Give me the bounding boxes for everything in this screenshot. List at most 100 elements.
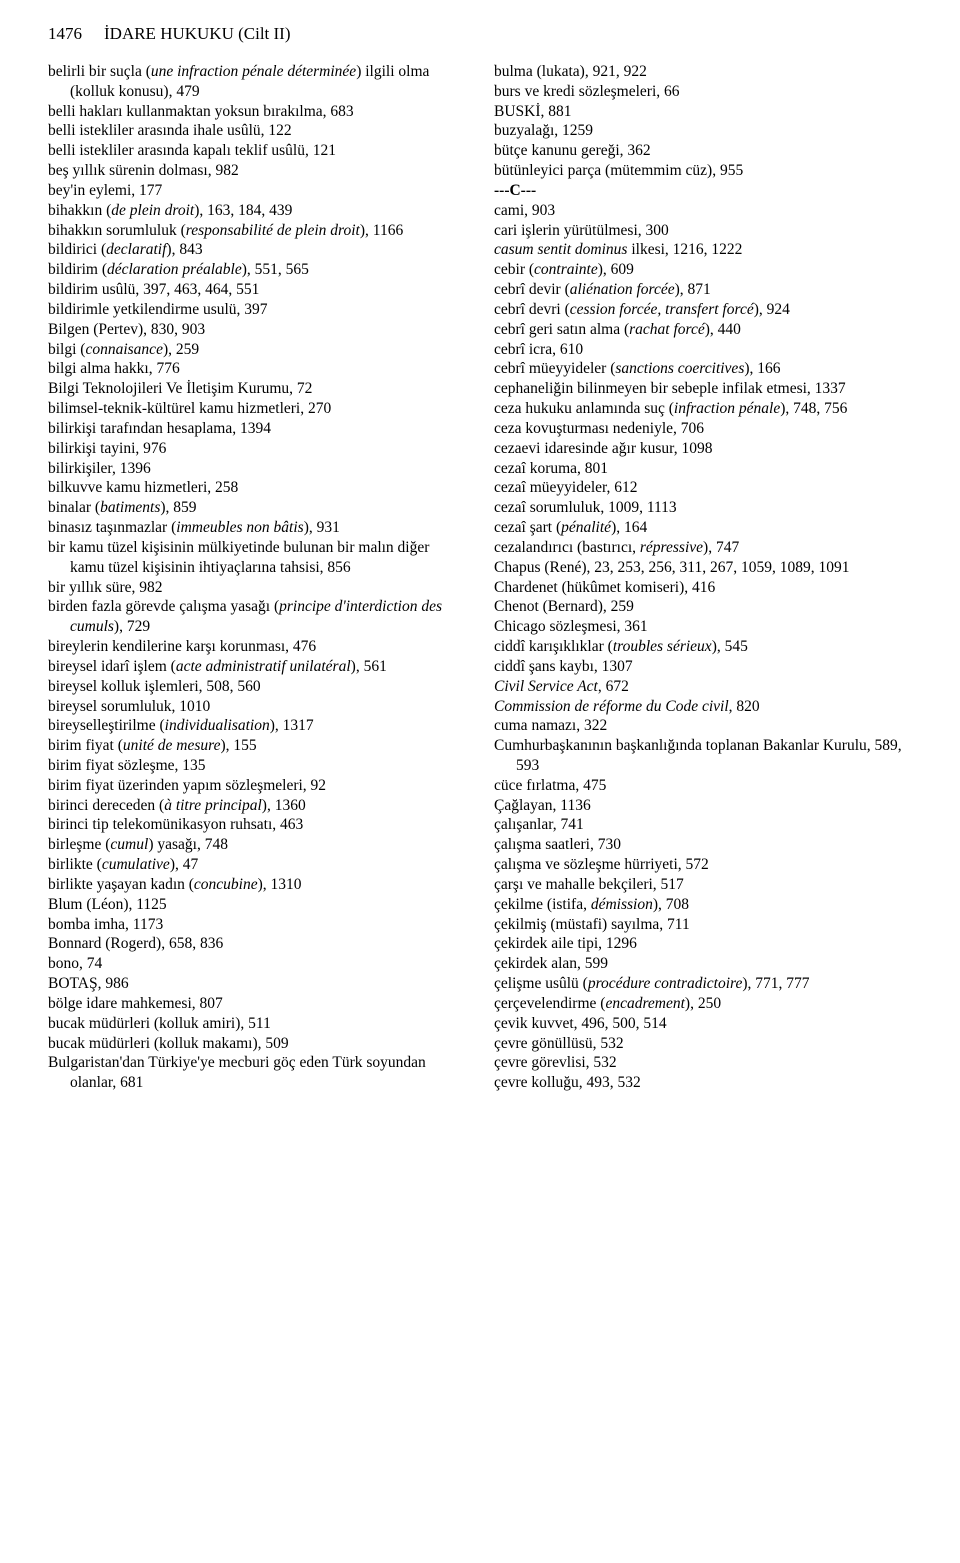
index-entry: bihakkın (de plein droit), 163, 184, 439 (48, 201, 466, 221)
index-entry: çevik kuvvet, 496, 500, 514 (494, 1014, 912, 1034)
left-column: belirli bir suçla (une infraction pénale… (48, 62, 466, 1093)
index-entry: Commission de réforme du Code civil, 820 (494, 697, 912, 717)
index-entry: burs ve kredi sözleşmeleri, 66 (494, 82, 912, 102)
index-entry: binasız taşınmazlar (immeubles non bâtis… (48, 518, 466, 538)
index-entry: Bulgaristan'dan Türkiye'ye mecburi göç e… (48, 1053, 466, 1093)
index-entry: bütçe kanunu gereği, 362 (494, 141, 912, 161)
index-entry: cebrî geri satın alma (rachat forcé), 44… (494, 320, 912, 340)
page-title: İDARE HUKUKU (Cilt II) (104, 24, 291, 44)
index-entry: belirli bir suçla (une infraction pénale… (48, 62, 466, 102)
page-number: 1476 (48, 24, 82, 44)
index-entry: cezaî müeyyideler, 612 (494, 478, 912, 498)
index-entry: çarşı ve mahalle bekçileri, 517 (494, 875, 912, 895)
section-heading: ---C--- (494, 181, 912, 201)
index-entry: bucak müdürleri (kolluk makamı), 509 (48, 1034, 466, 1054)
index-entry: bir yıllık süre, 982 (48, 578, 466, 598)
index-entry: Bilgi Teknolojileri Ve İletişim Kurumu, … (48, 379, 466, 399)
index-entry: bucak müdürleri (kolluk amiri), 511 (48, 1014, 466, 1034)
index-entry: cebrî müeyyideler (sanctions coercitives… (494, 359, 912, 379)
index-entry: bireysel kolluk işlemleri, 508, 560 (48, 677, 466, 697)
index-entry: cari işlerin yürütülmesi, 300 (494, 221, 912, 241)
index-entry: bilgi alma hakkı, 776 (48, 359, 466, 379)
index-entry: cebrî icra, 610 (494, 340, 912, 360)
index-entry: birim fiyat üzerinden yapım sözleşmeleri… (48, 776, 466, 796)
index-entry: buzyalağı, 1259 (494, 121, 912, 141)
index-entry: Çağlayan, 1136 (494, 796, 912, 816)
index-entry: cezaî şart (pénalité), 164 (494, 518, 912, 538)
index-entry: çevre görevlisi, 532 (494, 1053, 912, 1073)
index-entry: çekilmiş (müstafi) sayılma, 711 (494, 915, 912, 935)
index-entry: binalar (batiments), 859 (48, 498, 466, 518)
index-entry: Bonnard (Rogerd), 658, 836 (48, 934, 466, 954)
index-entry: çalışanlar, 741 (494, 815, 912, 835)
index-entry: birim fiyat (unité de mesure), 155 (48, 736, 466, 756)
index-entry: bireyselleştirilme (individualisation), … (48, 716, 466, 736)
index-entry: cami, 903 (494, 201, 912, 221)
index-entry: cuma namazı, 322 (494, 716, 912, 736)
index-entry: belli istekliler arasında kapalı teklif … (48, 141, 466, 161)
index-entry: Chenot (Bernard), 259 (494, 597, 912, 617)
index-entry: bono, 74 (48, 954, 466, 974)
index-entry: bey'in eylemi, 177 (48, 181, 466, 201)
page-header: 1476 İDARE HUKUKU (Cilt II) (48, 24, 912, 44)
index-entry: cezalandırıcı (bastırıcı, répressive), 7… (494, 538, 912, 558)
index-entry: ceza kovuşturması nedeniyle, 706 (494, 419, 912, 439)
index-entry: Cumhurbaşkanının başkanlığında toplanan … (494, 736, 912, 776)
index-entry: bildirim (déclaration préalable), 551, 5… (48, 260, 466, 280)
index-entry: bilgi (connaisance), 259 (48, 340, 466, 360)
index-entry: bütünleyici parça (mütemmim cüz), 955 (494, 161, 912, 181)
index-entry: bireylerin kendilerine karşı korunması, … (48, 637, 466, 657)
index-entry: ciddî şans kaybı, 1307 (494, 657, 912, 677)
index-entry: bireysel sorumluluk, 1010 (48, 697, 466, 717)
index-entry: cephaneliğin bilinmeyen bir sebeple infi… (494, 379, 912, 399)
index-entry: birden fazla görevde çalışma yasağı (pri… (48, 597, 466, 637)
index-entry: bildirim usûlü, 397, 463, 464, 551 (48, 280, 466, 300)
index-entry: çalışma saatleri, 730 (494, 835, 912, 855)
index-entry: bilirkişi tayini, 976 (48, 439, 466, 459)
index-entry: ciddî karışıklıklar (troubles sérieux), … (494, 637, 912, 657)
index-entry: cebir (contrainte), 609 (494, 260, 912, 280)
index-entry: BOTAŞ, 986 (48, 974, 466, 994)
index-entry: çekilme (istifa, démission), 708 (494, 895, 912, 915)
index-entry: bihakkın sorumluluk (responsabilité de p… (48, 221, 466, 241)
index-entry: birinci dereceden (à titre principal), 1… (48, 796, 466, 816)
index-entry: cüce fırlatma, 475 (494, 776, 912, 796)
index-entry: bildirici (declaratif), 843 (48, 240, 466, 260)
index-entry: çelişme usûlü (procédure contradictoire)… (494, 974, 912, 994)
index-columns: belirli bir suçla (une infraction pénale… (48, 62, 912, 1093)
index-entry: belli hakları kullanmaktan yoksun bırakı… (48, 102, 466, 122)
index-entry: cebrî devri (cession forcée, transfert f… (494, 300, 912, 320)
index-entry: çalışma ve sözleşme hürriyeti, 572 (494, 855, 912, 875)
index-entry: belli istekliler arasında ihale usûlü, 1… (48, 121, 466, 141)
index-entry: bilimsel-teknik-kültürel kamu hizmetleri… (48, 399, 466, 419)
index-entry: bilkuvve kamu hizmetleri, 258 (48, 478, 466, 498)
right-column: bulma (lukata), 921, 922burs ve kredi sö… (494, 62, 912, 1093)
index-entry: Chapus (René), 23, 253, 256, 311, 267, 1… (494, 558, 912, 578)
index-entry: bir kamu tüzel kişisinin mülkiyetinde bu… (48, 538, 466, 578)
index-entry: bildirimle yetkilendirme usulü, 397 (48, 300, 466, 320)
index-entry: bilirkişiler, 1396 (48, 459, 466, 479)
index-entry: çevre gönüllüsü, 532 (494, 1034, 912, 1054)
index-entry: bölge idare mahkemesi, 807 (48, 994, 466, 1014)
index-entry: Chardenet (hükûmet komiseri), 416 (494, 578, 912, 598)
index-entry: birim fiyat sözleşme, 135 (48, 756, 466, 776)
index-entry: çevre kolluğu, 493, 532 (494, 1073, 912, 1093)
index-entry: cezaî sorumluluk, 1009, 1113 (494, 498, 912, 518)
index-entry: birleşme (cumul) yasağı, 748 (48, 835, 466, 855)
index-entry: çekirdek alan, 599 (494, 954, 912, 974)
index-entry: bulma (lukata), 921, 922 (494, 62, 912, 82)
index-entry: birinci tip telekomünikasyon ruhsatı, 46… (48, 815, 466, 835)
index-entry: cebrî devir (aliénation forcée), 871 (494, 280, 912, 300)
index-entry: çekirdek aile tipi, 1296 (494, 934, 912, 954)
index-entry: Blum (Léon), 1125 (48, 895, 466, 915)
index-entry: BUSKİ, 881 (494, 102, 912, 122)
index-entry: Bilgen (Pertev), 830, 903 (48, 320, 466, 340)
index-entry: ceza hukuku anlamında suç (infraction pé… (494, 399, 912, 419)
index-entry: Chicago sözleşmesi, 361 (494, 617, 912, 637)
index-entry: bomba imha, 1173 (48, 915, 466, 935)
index-entry: çerçevelendirme (encadrement), 250 (494, 994, 912, 1014)
index-entry: beş yıllık sürenin dolması, 982 (48, 161, 466, 181)
index-entry: bilirkişi tarafından hesaplama, 1394 (48, 419, 466, 439)
index-entry: casum sentit dominus ilkesi, 1216, 1222 (494, 240, 912, 260)
index-entry: birlikte (cumulative), 47 (48, 855, 466, 875)
